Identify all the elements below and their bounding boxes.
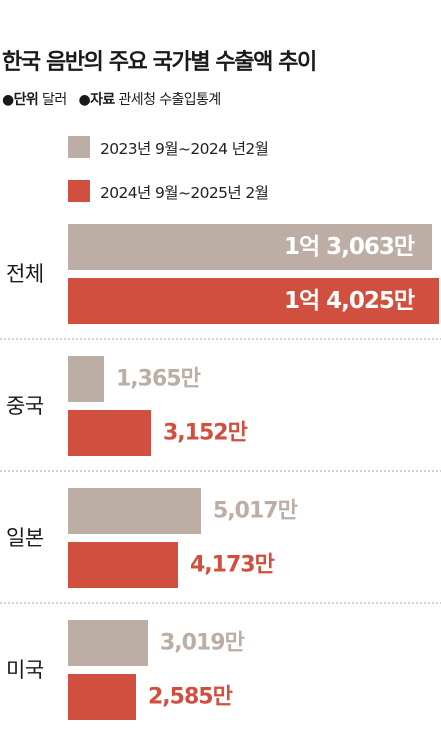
category-label: 미국 — [6, 658, 44, 682]
value-label: 5,017만 — [213, 499, 298, 524]
legend-swatch-prev — [68, 136, 90, 158]
legend-label-prev: 2023년 9월~2024 년2월 — [100, 140, 269, 158]
bar-curr — [68, 410, 151, 456]
bullet-icon: ● — [2, 92, 14, 108]
bar-group: 5,017만 4,173만 일본 — [6, 488, 299, 588]
source-label: 자료 — [90, 92, 115, 108]
value-label: 3,019만 — [160, 631, 245, 656]
category-label: 일본 — [6, 526, 44, 550]
bar-prev — [68, 488, 201, 534]
value-label: 1억 3,063만 — [284, 234, 415, 260]
bar-group: 3,019만 2,585만 미국 — [6, 620, 246, 720]
bar-group: 1,365만 3,152만 중국 — [6, 356, 249, 456]
legend-label-curr: 2024년 9월~2025년 2월 — [100, 184, 269, 202]
value-label: 1,365만 — [116, 367, 201, 392]
bar-curr — [68, 674, 136, 720]
category-label: 중국 — [6, 394, 44, 418]
chart-meta: ●단위 달러 ●자료 관세청 수출입통계 — [2, 89, 221, 109]
value-label: 3,152만 — [163, 421, 248, 446]
bullet-icon: ● — [78, 92, 91, 108]
bar-group: 1억 3,063만 1억 4,025만 전체 — [6, 224, 439, 324]
value-label-box — [266, 224, 432, 270]
bar-prev — [68, 356, 104, 402]
category-label: 전체 — [6, 262, 44, 286]
value-label: 1억 4,025만 — [284, 288, 415, 314]
source-value: 관세청 수출입통계 — [118, 92, 222, 108]
unit-value: 달러 — [42, 92, 67, 108]
unit-label: 단위 — [13, 92, 39, 108]
bar-prev — [68, 620, 148, 666]
legend-swatch-curr — [68, 180, 90, 202]
value-label: 2,585만 — [148, 685, 233, 710]
chart-title: 한국 음반의 주요 국가별 수출액 추이 — [2, 50, 317, 75]
value-label-box — [266, 278, 432, 324]
value-label: 4,173만 — [190, 553, 275, 578]
bar-curr — [68, 542, 178, 588]
